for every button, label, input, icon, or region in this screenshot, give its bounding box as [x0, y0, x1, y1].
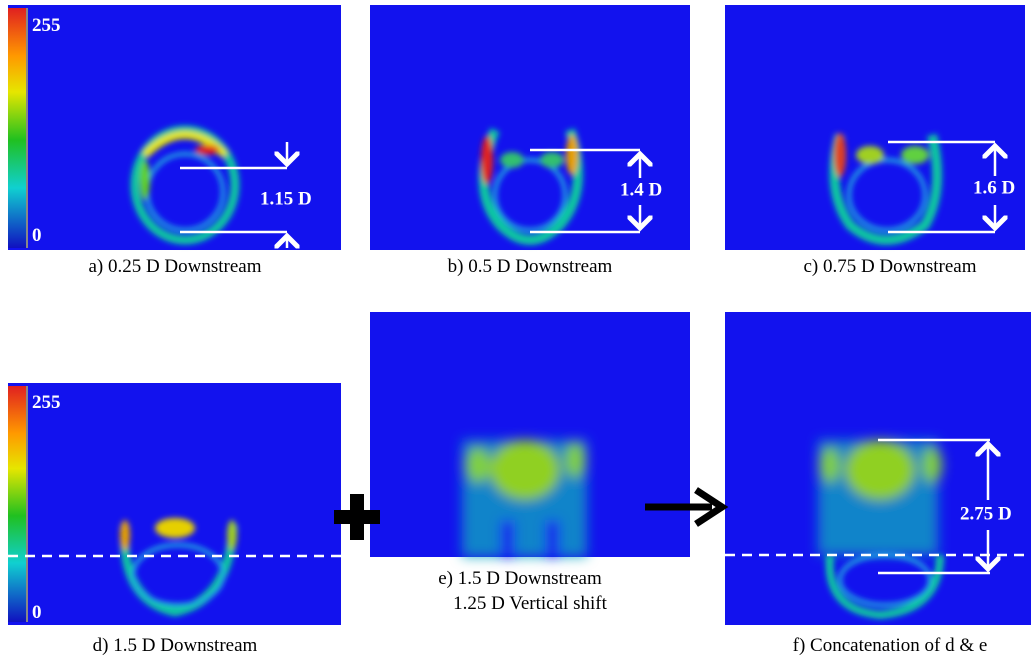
annotation: 1.15 D [260, 188, 312, 209]
colorbar-max: 255 [32, 392, 61, 413]
annotation: 2.75 D [960, 503, 1012, 524]
colorbar [8, 386, 26, 622]
colorbar-min: 0 [32, 602, 42, 623]
ring-d [120, 518, 238, 617]
colorbar-max: 255 [32, 15, 61, 36]
plus-sign [334, 494, 380, 540]
arrow [645, 487, 729, 527]
ring-a [130, 125, 240, 245]
caption: b) 0.5 D Downstream [448, 256, 613, 277]
plume-f [818, 440, 942, 555]
measure-f [878, 438, 990, 575]
ring-b [478, 128, 583, 245]
caption: a) 0.25 D Downstream [88, 256, 261, 277]
caption: d) 1.5 D Downstream [93, 635, 258, 656]
colorbar [8, 8, 26, 248]
annotation: 1.4 D [620, 179, 662, 200]
caption: e) 1.5 D Downstream [438, 568, 602, 589]
plume-e [462, 440, 587, 557]
ring-c [829, 133, 943, 245]
measure-c [888, 140, 995, 234]
caption: c) 0.75 D Downstream [803, 256, 976, 277]
caption: 1.25 D Vertical shift [453, 593, 607, 614]
caption: f) Concatenation of d & e [793, 635, 988, 656]
measure-a [180, 142, 287, 248]
measure-b [530, 148, 640, 234]
annotation: 1.6 D [973, 177, 1015, 198]
colorbar-min: 0 [32, 225, 42, 246]
